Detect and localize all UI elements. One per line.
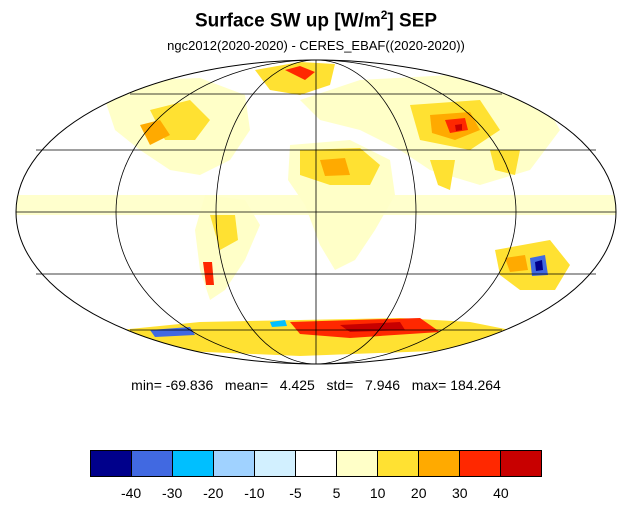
- colorbar-tick-label: -30: [162, 485, 183, 501]
- title-tail: ] SEP: [387, 10, 438, 32]
- colorbar-tick-label: 20: [410, 485, 427, 501]
- colorbar-cell: [132, 451, 173, 476]
- colorbar-cell: [460, 451, 501, 476]
- colorbar-cell: [214, 451, 255, 476]
- colorbar-cell: [91, 451, 132, 476]
- title-main: Surface SW up [W/m: [194, 10, 381, 32]
- colorbar-labels: -40 -30 -20 -10 -5 5 10 20 30 40: [0, 485, 632, 505]
- colorbar-tick-label: 10: [369, 485, 386, 501]
- title-superscript: 2: [380, 8, 388, 22]
- colorbar-tick-label: -5: [289, 485, 302, 501]
- colorbar-cell: [337, 451, 378, 476]
- globe-outline: [15, 59, 617, 365]
- colorbar-tick-label: 5: [332, 485, 341, 501]
- colorbar-tick-label: 30: [452, 485, 468, 501]
- stats-line: min= -69.836 mean= 4.425 std= 7.946 max=…: [131, 377, 501, 393]
- colorbar-cell: [296, 451, 337, 476]
- colorbar-cell: [419, 451, 460, 476]
- world-map: [15, 59, 617, 365]
- colorbar-tick-label: -20: [203, 485, 224, 501]
- colorbar-cell: [501, 451, 541, 476]
- colorbar-cell: [378, 451, 419, 476]
- colorbar-tick-label: 40: [493, 485, 509, 501]
- colorbar-tick-label: -10: [244, 485, 265, 501]
- colorbar-cell: [255, 451, 296, 476]
- colorbar-cell: [173, 451, 214, 476]
- colorbar-tick-label: -40: [120, 485, 142, 501]
- map-subtitle: ngc2012(2020-2020) - CERES_EBAF((2020-20…: [167, 38, 465, 53]
- colorbar: [90, 450, 542, 477]
- map-title: Surface SW up [W/m2] SEP: [0, 8, 632, 32]
